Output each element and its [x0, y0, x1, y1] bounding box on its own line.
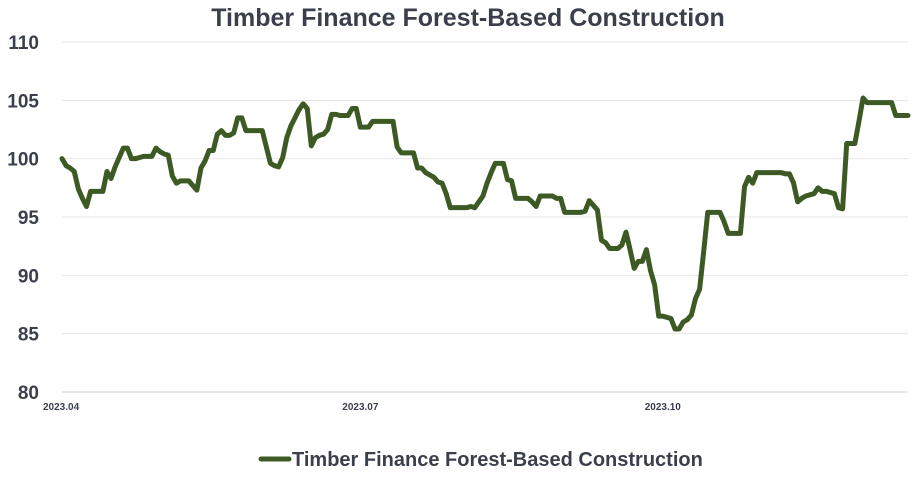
y-tick-label: 80 — [18, 383, 39, 404]
legend: Timber Finance Forest-Based Construction — [258, 449, 703, 471]
y-tick-label: 95 — [18, 208, 40, 229]
legend-label: Timber Finance Forest-Based Construction — [292, 449, 703, 471]
series-layer — [59, 95, 911, 332]
y-tick-label: 85 — [18, 325, 40, 346]
y-tick-label: 100 — [7, 150, 39, 171]
y-tick-label: 105 — [7, 91, 39, 112]
chart-title: Timber Finance Forest-Based Construction — [211, 4, 725, 32]
x-tick-label: 2023.10 — [645, 402, 682, 413]
y-axis-ticks: 80 85 90 95 100 105 110 — [7, 33, 39, 404]
series-line — [59, 95, 911, 332]
y-tick-label: 110 — [8, 33, 39, 54]
x-tick-label: 2023.07 — [342, 402, 379, 413]
x-tick-label: 2023.04 — [43, 402, 80, 413]
grid-lines — [62, 41, 908, 393]
x-axis-ticks: 2023.04 2023.07 2023.10 — [43, 402, 681, 413]
y-tick-label: 90 — [18, 266, 39, 287]
